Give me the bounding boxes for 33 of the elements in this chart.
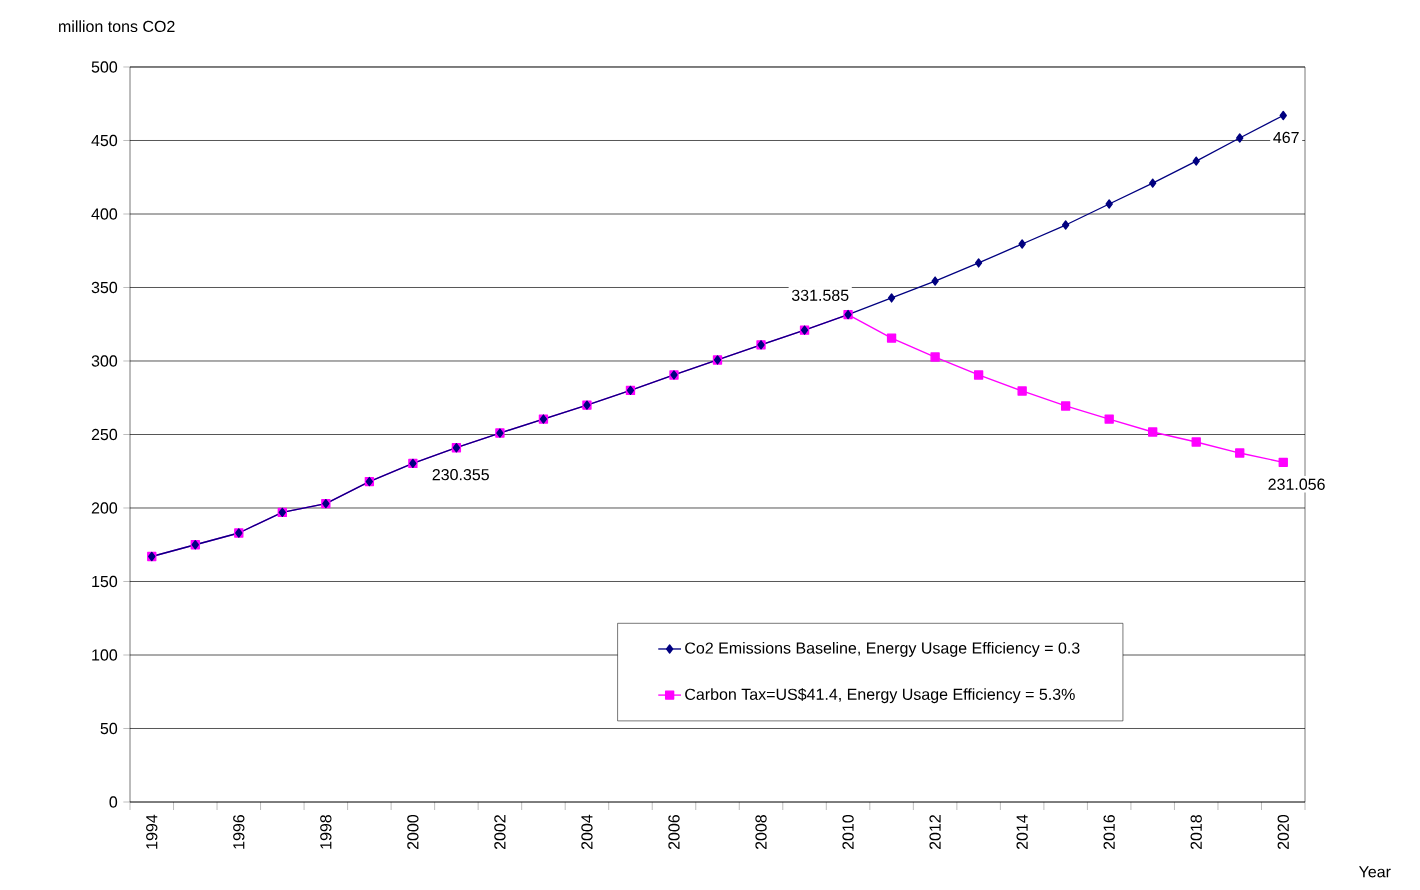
x-tick-label: 2012 — [929, 815, 941, 850]
y-tick-label: 200 — [91, 502, 118, 514]
annotation: 230.355 — [432, 468, 489, 481]
annotation: 467 — [1273, 131, 1299, 144]
y-tick-label: 0 — [109, 796, 118, 808]
y-tick-label: 350 — [91, 281, 118, 294]
x-tick-label: 1994 — [146, 814, 158, 849]
x-tick-label: 1998 — [320, 814, 332, 849]
y-tick-label: 400 — [91, 208, 118, 220]
y-tick-label: 250 — [91, 428, 118, 441]
x-tick-label: 2004 — [581, 814, 593, 850]
y-tick-label: 500 — [91, 61, 118, 73]
legend-label: Co2 Emissions Baseline, Energy Usage Efficiency = 0.3 — [685, 641, 1080, 657]
x-tick-label: 2008 — [755, 814, 767, 850]
annotation: 231.056 — [1268, 478, 1325, 490]
y-tick-label: 100 — [92, 649, 118, 661]
x-tick-label: 2018 — [1190, 814, 1202, 850]
y-tick-label: 450 — [91, 134, 118, 147]
x-tick-label: 1996 — [233, 814, 245, 849]
x-tick-label: 2006 — [668, 814, 680, 850]
y-axis-title: million tons CO2 — [59, 20, 175, 33]
x-tick-label: 2010 — [842, 814, 854, 850]
x-tick-label: 2002 — [494, 815, 506, 850]
y-tick-label: 300 — [91, 355, 118, 367]
x-tick-label: 2014 — [1016, 814, 1028, 850]
annotation: 331.585 — [791, 289, 849, 301]
legend-label: Carbon Tax=US$41.4, Energy Usage Efficiency = 5.3% — [685, 687, 1075, 704]
y-tick-label: 50 — [100, 722, 118, 735]
y-tick-label: 150 — [92, 575, 118, 588]
x-tick-label: 2016 — [1103, 814, 1115, 850]
x-axis-title: Year — [1358, 866, 1391, 878]
x-tick-label: 2020 — [1277, 814, 1289, 850]
x-tick-label: 2000 — [407, 814, 419, 850]
